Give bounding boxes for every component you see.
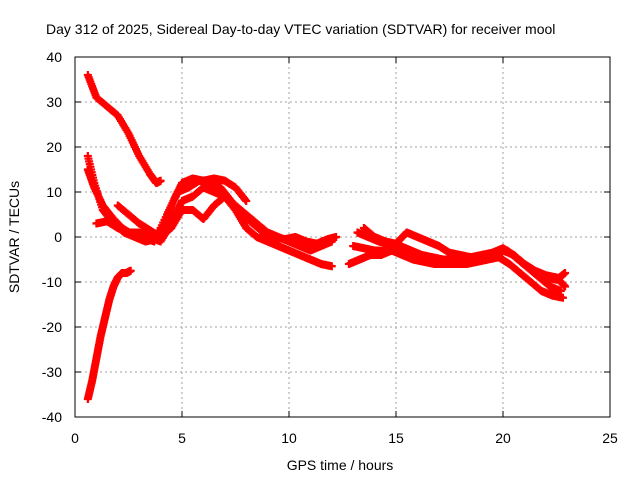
- data-point-markers: [83, 266, 135, 403]
- y-tick-label: 20: [46, 139, 62, 155]
- y-tick-label: -10: [42, 274, 62, 290]
- x-tick-label: 25: [602, 430, 618, 446]
- series-s6: [83, 266, 135, 403]
- chart-title: Day 312 of 2025, Sidereal Day-to-day VTE…: [46, 21, 555, 37]
- y-tick-label: 40: [46, 49, 62, 65]
- axis-tick-labels: 0 5 10 15 20 25 -40 -30 -20 -10 0 10 20 30 40: [42, 49, 618, 446]
- y-tick-label: -30: [42, 364, 62, 380]
- x-tick-label: 20: [495, 430, 511, 446]
- y-tick-label: -40: [42, 409, 62, 425]
- series-s5: [113, 192, 336, 271]
- y-tick-label: 10: [46, 184, 62, 200]
- series-s1: [83, 71, 165, 187]
- y-tick-label: 30: [46, 94, 62, 110]
- y-tick-label: 0: [54, 229, 62, 245]
- axis-ticks: [74, 56, 611, 418]
- x-tick-label: 0: [71, 430, 79, 446]
- y-tick-label: -20: [42, 319, 62, 335]
- data-points: [83, 71, 570, 403]
- series-s10: [359, 224, 570, 291]
- x-tick-label: 10: [281, 430, 297, 446]
- y-axis-title: SDTVAR / TECUs: [6, 181, 22, 293]
- data-point-markers: [359, 224, 570, 291]
- x-tick-label: 5: [178, 430, 186, 446]
- data-point-markers: [83, 71, 165, 187]
- data-point-markers: [113, 192, 336, 271]
- x-tick-label: 15: [388, 430, 404, 446]
- x-axis-title: GPS time / hours: [287, 457, 394, 473]
